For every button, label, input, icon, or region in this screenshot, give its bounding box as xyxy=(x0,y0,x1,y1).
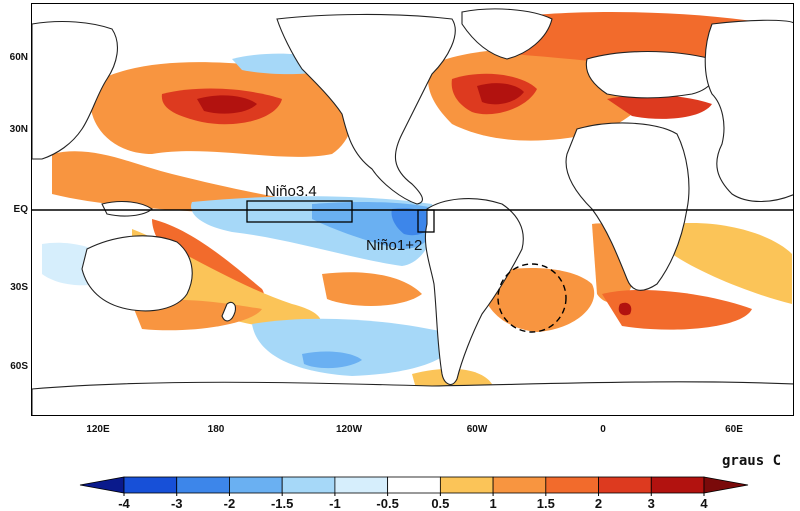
warm-patch-south-pacific xyxy=(322,272,422,306)
colorbar-tick-label: -0.5 xyxy=(376,496,398,511)
colorbar-tick-label: -1.5 xyxy=(271,496,293,511)
lon-label-180: 180 xyxy=(207,424,225,435)
colorbar-segment xyxy=(492,476,547,494)
nino12-label: Niño1+2 xyxy=(366,237,422,254)
lon-label-0: 0 xyxy=(600,424,606,435)
colorbar-segment xyxy=(439,476,494,494)
cool-patch-south-pacific xyxy=(252,318,454,376)
cool-patch-south-pacific-core xyxy=(302,351,362,369)
africa xyxy=(565,122,690,291)
colorbar-tick-label: 1.5 xyxy=(537,496,555,511)
lon-label-120e: 120E xyxy=(86,424,110,435)
warm-patch-south-atlantic xyxy=(481,268,595,332)
warm-patch-mediterranean xyxy=(607,94,712,119)
colorbar-segment xyxy=(650,476,705,494)
north-america xyxy=(276,13,456,205)
colorbar-tick-label: -2 xyxy=(224,496,236,511)
cool-patch-nino12 xyxy=(391,208,436,236)
warm-patch-kuroshio-deep xyxy=(197,95,257,114)
warm-patch-agulhas-core xyxy=(618,302,632,316)
colorbar-tick-label: -1 xyxy=(329,496,341,511)
lat-label-60s: 60S xyxy=(10,361,28,372)
sst-anomaly-map: Niño3.4 Niño1+2 xyxy=(31,3,794,416)
indonesia xyxy=(101,200,153,217)
colorbar-segment xyxy=(229,476,283,494)
new-zealand xyxy=(221,301,236,322)
colorbar-segment xyxy=(598,476,652,494)
land-layer xyxy=(32,8,793,415)
nino34-label: Niño3.4 xyxy=(265,183,317,200)
lon-label-60e: 60E xyxy=(725,424,743,435)
colorbar-tick-label: 2 xyxy=(595,496,602,511)
colorbar-segment xyxy=(334,476,389,494)
lat-label-30n: 30N xyxy=(9,124,28,135)
warm-patch-indian-ocean xyxy=(672,223,792,304)
colorbar-segment xyxy=(545,476,599,494)
colorbar-segment xyxy=(703,476,749,494)
colorbar-segments xyxy=(79,476,749,494)
nino34-box xyxy=(246,200,353,223)
colorbar-tick-label: 0.5 xyxy=(431,496,449,511)
nino12-box xyxy=(417,209,435,233)
warm-patch-agulhas xyxy=(602,289,752,330)
lat-label-60n: 60N xyxy=(9,52,28,63)
highlight-circle xyxy=(497,263,567,333)
australia xyxy=(81,235,193,312)
warm-patch-west-pacific xyxy=(52,151,322,212)
colorbar: -4 -3 -2 -1.5 -1 -0.5 0.5 1 1.5 2 3 4 xyxy=(79,476,749,511)
colorbar-segment xyxy=(176,476,230,494)
colorbar-tick-label: 3 xyxy=(648,496,655,511)
colorbar-segment xyxy=(123,476,178,494)
south-america xyxy=(424,198,524,385)
colorbar-tick-label: 1 xyxy=(489,496,496,511)
lon-label-60w: 60W xyxy=(466,424,488,435)
colorbar-segment xyxy=(79,476,125,494)
map-canvas: Niño3.4 Niño1+2 xyxy=(32,8,793,415)
lon-label-120w: 120W xyxy=(335,424,363,435)
greenland xyxy=(461,8,553,60)
colorbar-segment xyxy=(387,476,441,494)
colorbar-segment xyxy=(281,476,336,494)
antarctica xyxy=(32,381,793,415)
europe xyxy=(585,50,717,99)
asia-west-edge xyxy=(32,21,118,160)
colorbar-tick-label: 4 xyxy=(700,496,708,511)
asia xyxy=(704,19,793,202)
lat-label-30s: 30S xyxy=(10,282,28,293)
lat-label-eq: EQ xyxy=(13,204,28,215)
colorbar-tick-label: -4 xyxy=(118,496,130,511)
warm-patch-gulf-stream-core xyxy=(477,83,524,105)
units-label: graus C xyxy=(722,453,782,469)
colorbar-ticks: -4 -3 -2 -1.5 -1 -0.5 0.5 1 1.5 2 3 4 xyxy=(118,493,708,511)
colorbar-tick-label: -3 xyxy=(171,496,183,511)
